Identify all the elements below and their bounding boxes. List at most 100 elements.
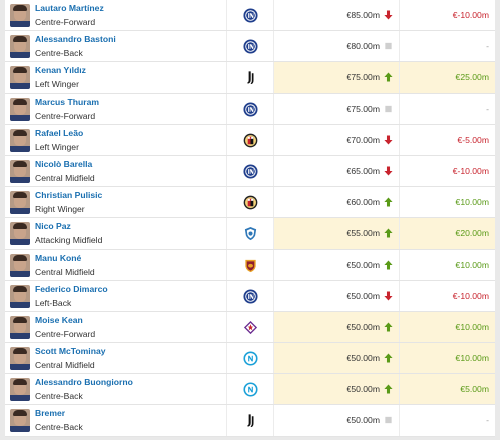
- market-value-cell: €50.00m: [273, 405, 399, 436]
- player-name-link[interactable]: Alessandro Buongiorno: [35, 377, 133, 388]
- player-position: Left-Back: [35, 297, 72, 308]
- player-photo[interactable]: [10, 284, 30, 308]
- trend-down-arrow-icon: [384, 166, 393, 176]
- juventus-crest-icon[interactable]: [243, 413, 258, 428]
- market-value: €85.00m: [346, 10, 380, 20]
- club-cell: [226, 343, 273, 374]
- value-change: €10.00m: [455, 197, 489, 208]
- player-cell: Federico Dimarco Left-Back: [5, 281, 226, 311]
- player-position: Centre-Forward: [35, 328, 96, 339]
- value-change-cell: €10.00m: [399, 249, 495, 280]
- value-change: €10.00m: [455, 259, 489, 270]
- player-name-link[interactable]: Alessandro Bastoni: [35, 34, 116, 45]
- trend-unchanged-icon: [384, 415, 393, 425]
- market-value: €50.00m: [346, 415, 380, 426]
- fiorentina-crest-icon[interactable]: [243, 320, 258, 335]
- player-photo[interactable]: [10, 378, 30, 402]
- market-value-cell: €50.00m: [273, 311, 399, 343]
- player-photo[interactable]: [10, 4, 30, 27]
- player-photo[interactable]: [10, 347, 30, 371]
- value-change-cell: €10.00m: [399, 187, 495, 218]
- inter-crest-icon[interactable]: [243, 8, 258, 23]
- player-photo[interactable]: [10, 159, 30, 183]
- table-row: Federico Dimarco Left-Back €50.00m €-10.00m: [5, 280, 495, 312]
- market-value: €75.00m: [346, 72, 380, 83]
- milan-crest-icon[interactable]: [243, 195, 258, 210]
- market-value: €50.00m: [346, 321, 380, 332]
- club-cell: [226, 31, 273, 62]
- market-value-table: Lautaro Martínez Centre-Forward €85.00m €-1…: [5, 0, 495, 437]
- market-value-cell: €50.00m: [273, 374, 399, 405]
- market-value: €50.00m: [346, 353, 380, 364]
- market-value: €60.00m: [346, 197, 380, 208]
- juventus-crest-icon[interactable]: [243, 70, 258, 85]
- club-cell: [226, 280, 273, 311]
- player-photo[interactable]: [10, 315, 30, 339]
- como-crest-icon[interactable]: [243, 226, 258, 241]
- player-position: Centre-Back: [35, 391, 83, 402]
- player-name-link[interactable]: Moise Kean: [35, 314, 83, 325]
- player-position: Left Winger: [35, 79, 79, 90]
- inter-crest-icon[interactable]: [243, 289, 258, 304]
- player-position: Centre-Back: [35, 422, 83, 433]
- trend-up-arrow-icon: [384, 197, 393, 207]
- player-name-link[interactable]: Nico Paz: [35, 221, 71, 232]
- trend-up-arrow-icon: [384, 322, 393, 332]
- player-cell: Moise Kean Centre-Forward: [5, 312, 226, 342]
- napoli-crest-icon[interactable]: [243, 382, 258, 397]
- inter-crest-icon[interactable]: [243, 102, 258, 117]
- milan-crest-icon[interactable]: [243, 133, 258, 148]
- value-change: €-10.00m: [452, 165, 489, 176]
- trend-up-arrow-icon: [384, 260, 393, 270]
- club-cell: [226, 218, 273, 249]
- player-position: Centre-Forward: [35, 110, 96, 121]
- napoli-crest-icon[interactable]: [243, 351, 258, 366]
- player-name-link[interactable]: Manu Koné: [35, 252, 82, 263]
- player-name-link[interactable]: Scott McTominay: [35, 346, 106, 357]
- player-name-link[interactable]: Christian Pulisic: [35, 190, 103, 201]
- table-row: Alessandro Bastoni Centre-Back €80.00m -: [5, 31, 495, 63]
- player-name-link[interactable]: Lautaro Martínez: [35, 3, 104, 13]
- market-value: €65.00m: [346, 165, 380, 176]
- player-name-link[interactable]: Kenan Yıldız: [35, 65, 86, 76]
- player-photo[interactable]: [10, 66, 30, 90]
- player-photo[interactable]: [10, 222, 30, 246]
- player-name-link[interactable]: Bremer: [35, 408, 66, 419]
- value-change: -: [486, 415, 489, 426]
- market-value-cell: €75.00m: [273, 93, 399, 124]
- player-photo[interactable]: [10, 253, 30, 277]
- player-name-link[interactable]: Rafael Leão: [35, 127, 84, 138]
- club-cell: [226, 187, 273, 218]
- inter-crest-icon[interactable]: [243, 39, 258, 54]
- table-row: Nicolò Barella Central Midfield €65.00m €-1…: [5, 155, 495, 188]
- market-value-cell: €65.00m: [273, 155, 399, 187]
- player-cell: Lautaro Martínez Centre-Forward: [5, 0, 226, 30]
- player-position: Centre-Forward: [35, 17, 96, 27]
- value-change: €-5.00m: [457, 134, 489, 145]
- player-name-link[interactable]: Federico Dimarco: [35, 283, 108, 294]
- value-change-cell: €-5.00m: [399, 124, 495, 155]
- club-cell: [226, 311, 273, 343]
- player-photo[interactable]: [10, 35, 30, 59]
- player-photo[interactable]: [10, 97, 30, 121]
- player-cell: Rafael Leão Left Winger: [5, 125, 226, 155]
- market-value-cell: €70.00m: [273, 124, 399, 155]
- inter-crest-icon[interactable]: [243, 164, 258, 179]
- player-photo[interactable]: [10, 128, 30, 152]
- table-row: Marcus Thuram Centre-Forward €75.00m -: [5, 93, 495, 125]
- value-change: -: [486, 41, 489, 52]
- table-row: Kenan Yıldız Left Winger €75.00m €25.00m: [5, 62, 495, 94]
- player-cell: Manu Koné Central Midfield: [5, 250, 226, 280]
- player-position: Central Midfield: [35, 360, 95, 371]
- value-change: €-10.00m: [452, 10, 489, 20]
- player-name-link[interactable]: Marcus Thuram: [35, 96, 99, 107]
- player-cell: Bremer Centre-Back: [5, 405, 226, 435]
- player-cell: Scott McTominay Central Midfield: [5, 343, 226, 373]
- player-photo[interactable]: [10, 409, 30, 433]
- trend-down-arrow-icon: [384, 291, 393, 301]
- player-cell: Nicolò Barella Central Midfield: [5, 156, 226, 186]
- value-change: -: [486, 103, 489, 114]
- player-photo[interactable]: [10, 191, 30, 215]
- roma-crest-icon[interactable]: [243, 258, 258, 273]
- player-name-link[interactable]: Nicolò Barella: [35, 158, 93, 169]
